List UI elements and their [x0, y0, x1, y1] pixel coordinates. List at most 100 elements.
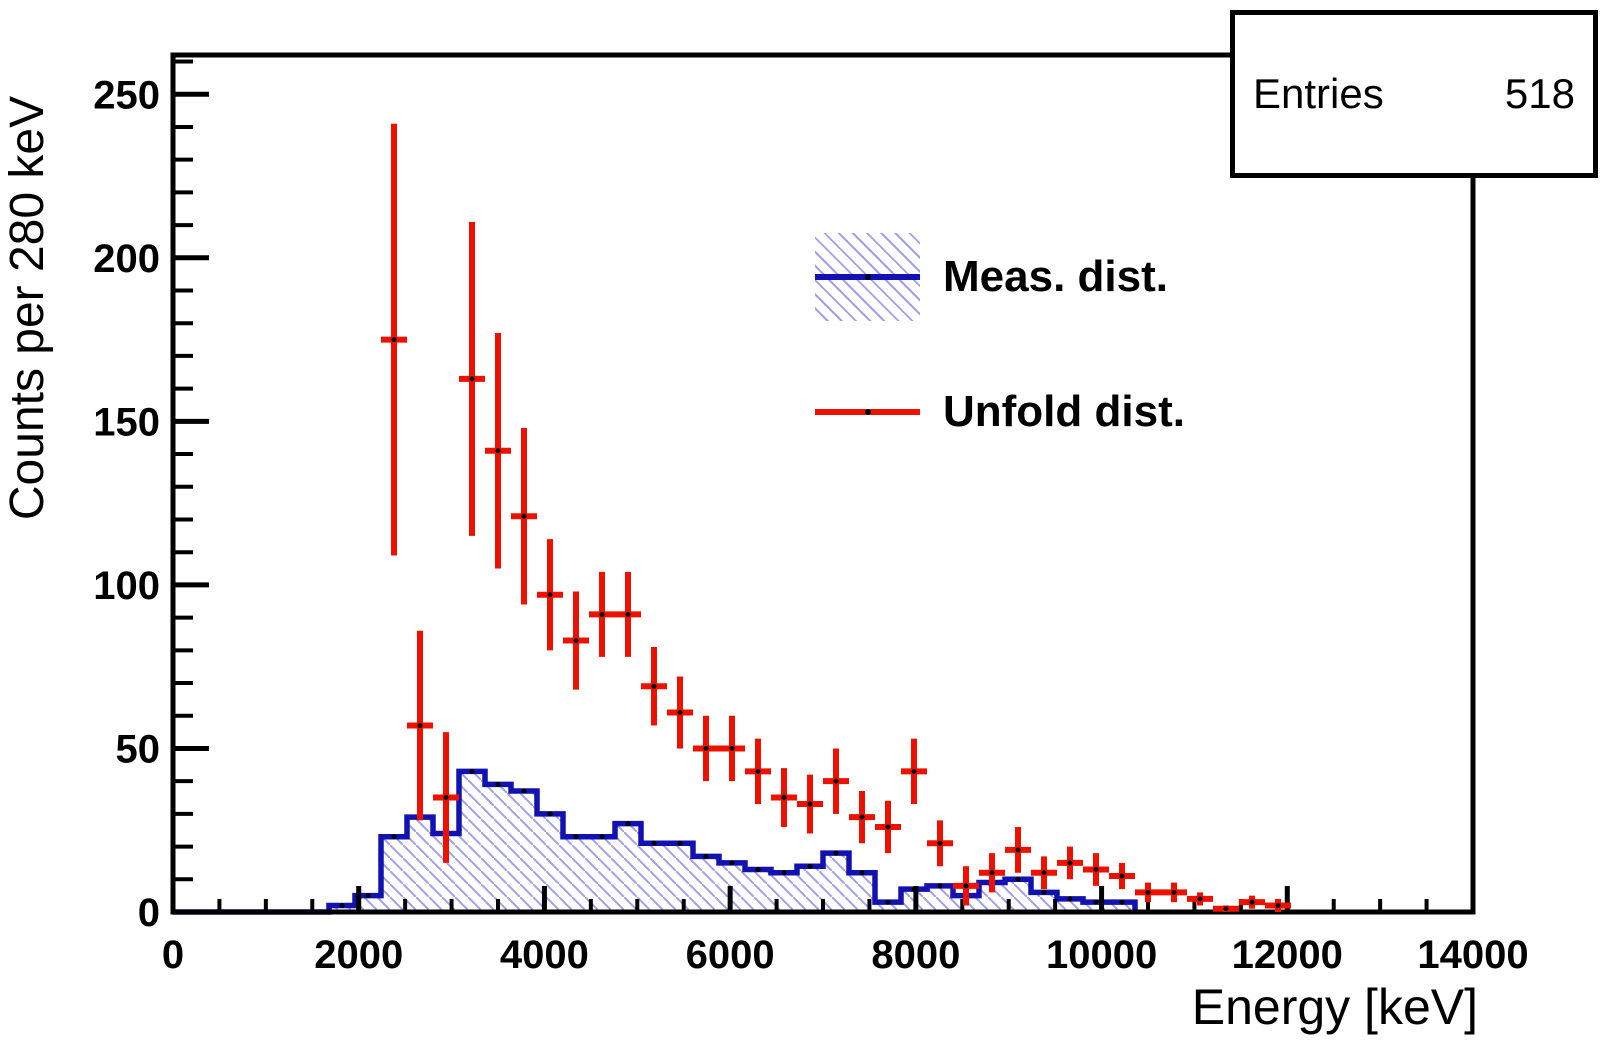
unfold-point-3500	[485, 333, 511, 569]
unfold-marker-dot	[859, 814, 865, 820]
unfold-point-6300	[745, 738, 771, 805]
unfold-point-4340	[563, 591, 589, 690]
y-tick-label-0: 0	[138, 891, 160, 935]
measured-bin-marker	[573, 834, 579, 840]
measured-bin-marker	[1041, 889, 1047, 895]
unfold-marker-dot	[1171, 889, 1177, 895]
measured-bin-marker	[703, 853, 709, 859]
unfold-point-7700	[875, 800, 901, 854]
unfold-marker-dot	[1223, 906, 1229, 912]
x-tick-label-10000: 10000	[1046, 933, 1157, 977]
unfold-marker-dot	[599, 611, 605, 617]
axis-ticks	[170, 59, 1476, 915]
unfold-marker-dot	[521, 513, 527, 519]
stats-entries-label: Entries	[1253, 70, 1384, 117]
unfold-marker-dot	[885, 824, 891, 830]
unfold-point-4620	[589, 571, 615, 657]
unfold-point-10220	[1109, 862, 1135, 890]
unfold-point-2660	[407, 630, 433, 821]
unfold-marker-dot	[443, 795, 449, 801]
unfold-marker-dot	[703, 745, 709, 751]
unfolded-points	[381, 123, 1291, 912]
unfold-point-4900	[615, 571, 641, 657]
y-axis-title: Counts per 280 keV	[1, 95, 54, 521]
y-tick-label-150: 150	[93, 400, 160, 444]
unfold-point-8540	[953, 866, 979, 906]
measured-hist-outline	[173, 768, 1138, 915]
measured-bin-marker	[495, 781, 501, 787]
unfold-marker-dot	[755, 768, 761, 774]
unfold-marker-dot	[1041, 870, 1047, 876]
unfold-marker-dot	[729, 745, 735, 751]
measured-bin-marker	[651, 840, 657, 846]
unfold-marker-dot	[807, 801, 813, 807]
unfold-marker-dot	[547, 592, 553, 598]
unfold-marker-dot	[1067, 860, 1073, 866]
unfold-point-9100	[1005, 826, 1031, 873]
stats-box: Entries 518	[1230, 10, 1598, 178]
unfold-point-4060	[537, 539, 563, 651]
unfold-point-5740	[693, 715, 719, 782]
unfold-point-6580	[771, 768, 797, 827]
x-tick-label-8000: 8000	[871, 933, 960, 977]
unfold-point-7420	[849, 790, 875, 844]
measured-bin-marker	[755, 866, 761, 872]
x-tick-labels: 0 2000 4000 6000 8000 10000 12000 14000	[162, 933, 1529, 977]
y-tick-label-250: 250	[93, 73, 160, 117]
measured-marker-dot	[865, 274, 871, 280]
measured-hist-fill	[173, 771, 1135, 912]
y-tick-label-200: 200	[93, 237, 160, 281]
unfold-point-3220	[459, 221, 485, 536]
legend-item-measured: Meas. dist.	[815, 233, 1168, 321]
unfold-point-7980	[901, 738, 927, 805]
measured-bin-marker	[885, 899, 891, 905]
measured-bin-marker	[729, 860, 735, 866]
unfold-marker-dot	[677, 709, 683, 715]
measured-bin-marker	[1119, 899, 1125, 905]
unfold-point-7140	[823, 748, 849, 814]
unfold-marker-dot	[963, 883, 969, 889]
measured-bin-marker	[807, 863, 813, 869]
unfold-point-9940	[1083, 853, 1109, 886]
unfold-marker-dot	[1119, 873, 1125, 879]
x-tick-label-0: 0	[162, 933, 184, 977]
measured-bin-marker	[833, 850, 839, 856]
unfold-marker-dot	[391, 337, 397, 343]
unfold-point-11060	[1187, 892, 1213, 906]
x-tick-label-4000: 4000	[500, 933, 589, 977]
unfold-point-6860	[797, 774, 823, 834]
unfold-point-2940	[433, 732, 459, 863]
measured-bin-marker	[1093, 899, 1099, 905]
measured-bin-marker	[521, 788, 527, 794]
unfold-marker-dot	[1015, 847, 1021, 853]
unfold-point-3780	[511, 427, 537, 605]
measured-bin-marker	[599, 834, 605, 840]
unfold-marker-dot	[625, 611, 631, 617]
measured-bin-marker	[625, 821, 631, 827]
unfold-marker-dot	[911, 768, 917, 774]
unfold-marker-dot	[1249, 899, 1255, 905]
x-tick-label-2000: 2000	[314, 933, 403, 977]
unfold-marker-dot	[573, 638, 579, 644]
unfold-point-11900	[1265, 898, 1291, 912]
unfold-marker-dot	[1197, 896, 1203, 902]
x-tick-label-6000: 6000	[686, 933, 775, 977]
legend-item-unfolded: Unfold dist.	[815, 368, 1185, 456]
unfold-point-8260	[927, 820, 953, 867]
unfold-point-2380	[381, 123, 407, 556]
measured-bin-marker	[781, 870, 787, 876]
unfolded-marker-dot	[865, 409, 871, 415]
measured-bin-marker	[1015, 876, 1021, 882]
unfold-marker-dot	[469, 376, 475, 382]
measured-bin-marker	[365, 893, 371, 899]
unfold-marker-dot	[833, 778, 839, 784]
measured-bin-marker	[1067, 896, 1073, 902]
y-tick-labels: 0 50 100 150 200 250	[93, 73, 160, 935]
unfold-marker-dot	[1145, 889, 1151, 895]
unfold-point-6020	[719, 715, 745, 782]
measured-bin-marker	[677, 840, 683, 846]
unfold-point-11620	[1239, 895, 1265, 909]
unfold-marker-dot	[417, 723, 423, 729]
